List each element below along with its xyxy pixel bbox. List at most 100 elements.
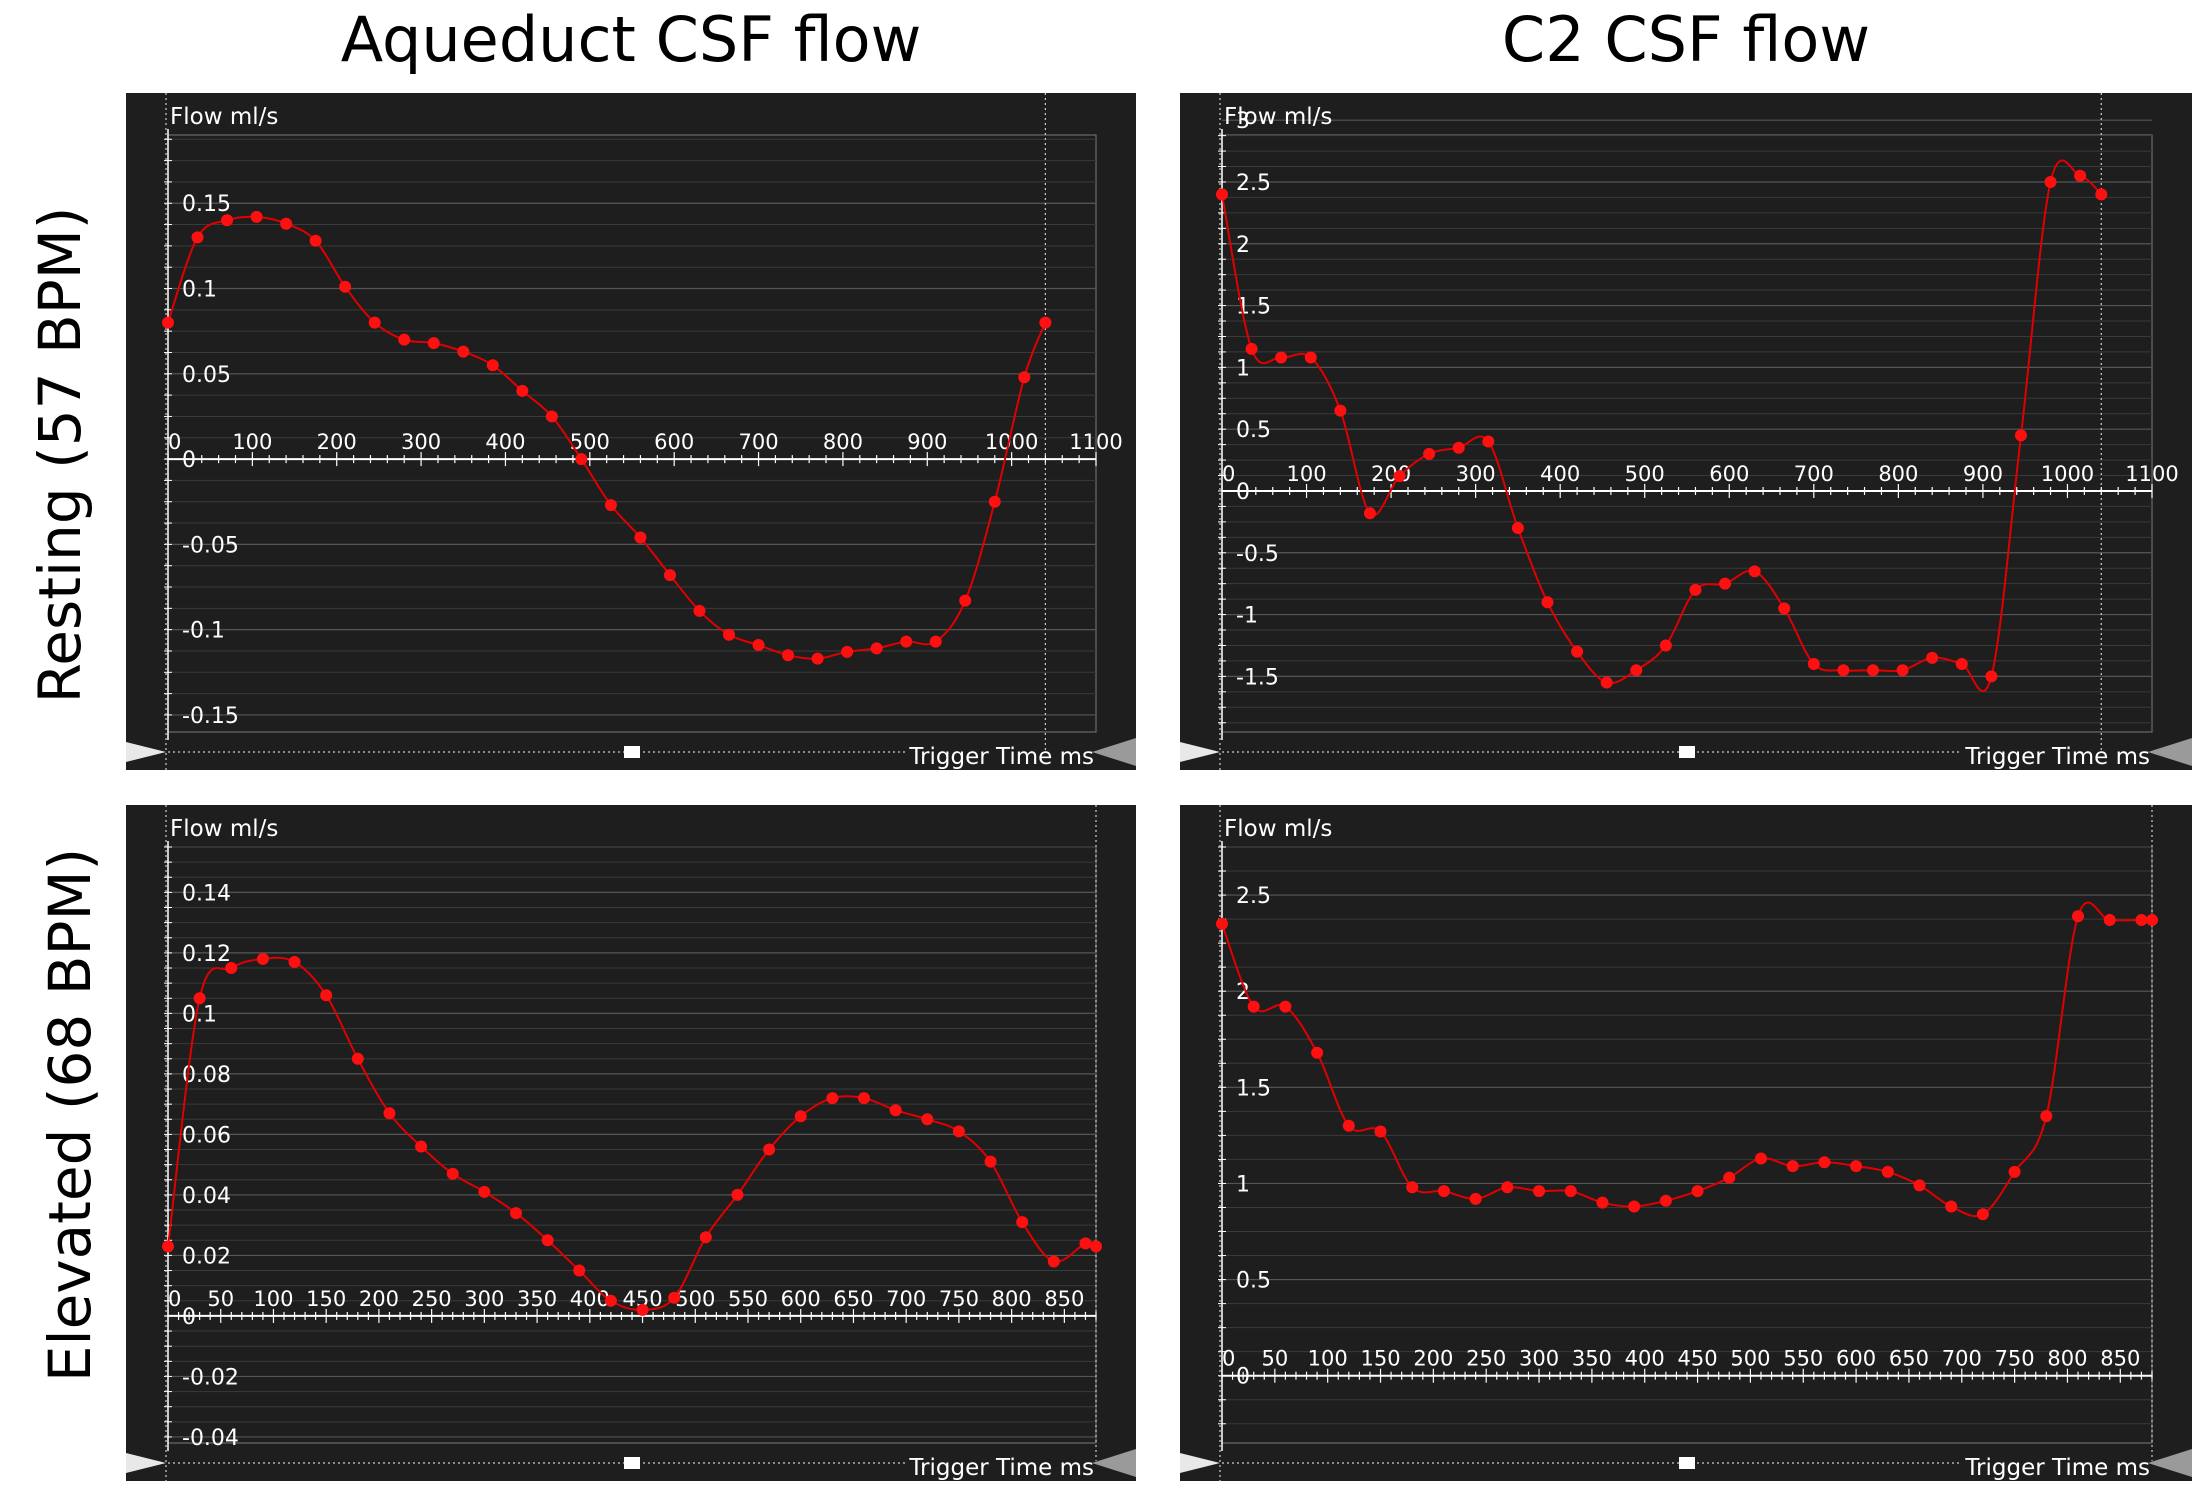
scroll-thumb (1679, 746, 1695, 758)
data-point (1955, 658, 1968, 671)
y-tick-label: -0.04 (182, 1426, 239, 1451)
data-point (288, 955, 301, 968)
data-point (368, 316, 381, 329)
data-point (929, 635, 942, 648)
y-tick-label: 2.5 (1236, 171, 1271, 196)
scroll-left-arrow (1180, 1453, 1220, 1473)
x-tick-label: 900 (1963, 462, 2003, 486)
y-tick-label: 0.5 (1236, 418, 1271, 443)
x-tick-label: 100 (1286, 462, 1326, 486)
y-tick-label: 0 (1236, 480, 1250, 505)
x-tick-label: 800 (2047, 1347, 2087, 1371)
y-tick-label: -0.05 (182, 533, 239, 558)
data-point (1018, 371, 1031, 384)
data-point (516, 384, 529, 397)
scroll-thumb (624, 1457, 640, 1469)
x-tick-label: 500 (675, 1287, 715, 1311)
data-point (984, 1155, 997, 1168)
x-tick-label: 600 (781, 1287, 821, 1311)
data-point (1079, 1237, 1092, 1250)
x-tick-label: 100 (253, 1287, 293, 1311)
x-tick-label: 1000 (2041, 462, 2094, 486)
data-point (1482, 435, 1495, 448)
x-tick-label: 50 (1261, 1347, 1288, 1371)
data-point (1533, 1185, 1546, 1198)
data-point (446, 1167, 459, 1180)
data-point (1423, 447, 1436, 460)
y-tick-label: -0.5 (1236, 542, 1279, 567)
data-point (988, 495, 1001, 508)
data-point (1016, 1216, 1029, 1229)
data-point (1279, 1000, 1292, 1013)
y-axis-title: Flow ml/s (170, 816, 278, 842)
y-tick-label: -0.02 (182, 1365, 239, 1390)
y-tick-label: 0 (1236, 1365, 1250, 1390)
y-tick-label: 1.5 (1236, 1076, 1271, 1101)
data-point (478, 1185, 491, 1198)
data-point (1976, 1208, 1989, 1221)
data-point (191, 231, 204, 244)
data-point (1501, 1181, 1514, 1194)
data-point (811, 652, 824, 665)
data-point (763, 1143, 776, 1156)
data-point (1596, 1196, 1609, 1209)
x-tick-label: 200 (317, 430, 357, 454)
y-tick-label: 0.1 (182, 1002, 217, 1027)
x-tick-label: 900 (907, 430, 947, 454)
data-point (575, 453, 588, 466)
y-tick-label: 1 (1236, 356, 1250, 381)
data-point (1247, 1000, 1260, 1013)
data-point (457, 345, 470, 358)
chart-panel-aqueduct-elevated: -0.04 -0.02 0 0.02 0.04 0.06 0.08 0.1 0.12 0.14 0 5… (126, 805, 1136, 1481)
data-point (1754, 1152, 1767, 1165)
scroll-right-arrow (1092, 738, 1136, 766)
x-tick-label: 400 (1540, 462, 1580, 486)
series-line (1221, 159, 2103, 693)
data-point (1748, 565, 1761, 578)
x-tick-label: 250 (1466, 1347, 1506, 1371)
x-tick-label: 550 (1783, 1347, 1823, 1371)
y-tick-label: 0 (182, 1305, 196, 1330)
data-point (1778, 602, 1791, 615)
data-point (1469, 1192, 1482, 1205)
row-label-elevated: Elevated (68 BPM) (36, 847, 104, 1383)
y-axis-title: Flow ml/s (1224, 104, 1332, 130)
data-point (858, 1092, 870, 1105)
data-point (1541, 596, 1554, 609)
data-point (1945, 1200, 1958, 1213)
y-axis-title: Flow ml/s (170, 104, 278, 130)
x-tick-label: 300 (1456, 462, 1496, 486)
chart-svg: 0 0.5 1 1.5 2 2.5 0 50 100 150 200 250 300 350 400 450 5… (1180, 805, 2192, 1481)
y-tick-label: 2.5 (1236, 884, 1271, 909)
data-point (782, 649, 795, 662)
data-point (2146, 914, 2158, 927)
data-point (1896, 664, 1909, 677)
scroll-left-arrow (126, 1453, 166, 1473)
x-tick-label: 0 (168, 430, 181, 454)
chart-panel-aqueduct-resting: -0.15 -0.1 -0.05 0 0.05 0.1 0.15 0 100 200 300 400 5… (126, 93, 1136, 770)
data-point (162, 1240, 174, 1253)
y-tick-label: 0 (182, 448, 196, 473)
x-tick-label: 400 (485, 430, 525, 454)
data-point (2095, 188, 2108, 201)
y-tick-label: 0.04 (182, 1184, 231, 1209)
scroll-right-arrow (2148, 738, 2192, 766)
x-tick-label: 300 (1519, 1347, 1559, 1371)
data-point (1406, 1181, 1419, 1194)
x-tick-label: 300 (464, 1287, 504, 1311)
y-tick-label: -1 (1236, 604, 1258, 629)
data-point (250, 210, 263, 223)
data-point (752, 639, 765, 652)
chart-svg: -1.5-1-0.500.511.522.530 100 200 300 400 500 6… (1180, 93, 2192, 770)
x-tick-label: 650 (1889, 1347, 1929, 1371)
data-point (699, 1231, 712, 1244)
x-tick-label: 600 (1709, 462, 1749, 486)
data-point (351, 1052, 364, 1065)
data-point (1837, 664, 1850, 677)
data-point (1818, 1156, 1831, 1169)
x-tick-label: 800 (823, 430, 863, 454)
data-point (1342, 1119, 1355, 1132)
x-tick-label: 850 (1044, 1287, 1084, 1311)
x-axis-title: Trigger Time ms (908, 744, 1094, 770)
data-point (1600, 676, 1613, 689)
